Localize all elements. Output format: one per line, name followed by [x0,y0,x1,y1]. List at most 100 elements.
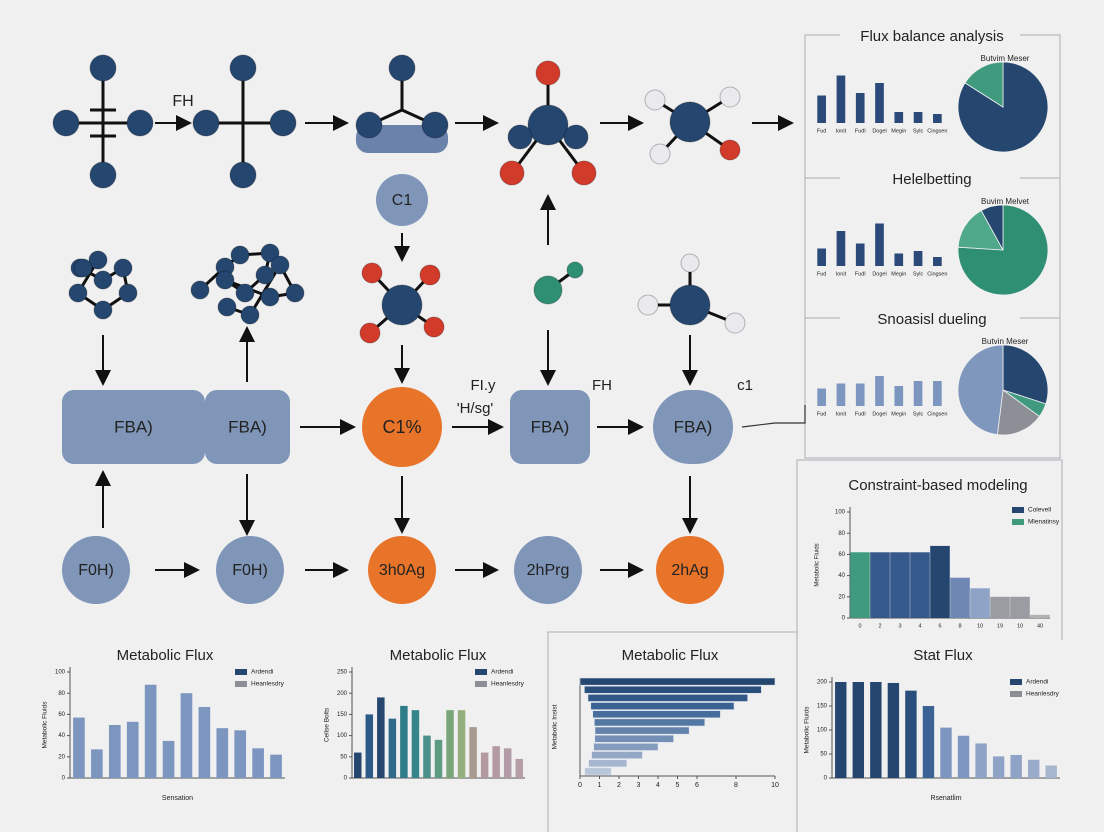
edge-label: 'H/sg' [457,400,494,417]
x-tick-label: 3 [637,782,641,789]
x-tick-label: 40 [1037,623,1043,629]
x-tick-label: 2 [617,782,621,789]
x-tick-label: Dogel [872,128,886,134]
legend-swatch [475,669,487,675]
atom [215,270,235,290]
y-tick-label: 200 [817,680,828,686]
y-tick-label: 250 [337,670,348,676]
x-tick-label: Fud [817,128,826,134]
panel-title: Constraint-based modeling [848,477,1027,494]
atom [571,160,597,186]
atom [229,54,257,82]
panel-title: Helelbetting [892,171,971,188]
atom [381,284,423,326]
x-tick-label: Fudl [855,128,866,134]
atom [217,297,237,317]
y-tick-label: 50 [340,754,347,760]
bar [940,727,952,778]
x-tick-label: Megin [891,271,906,277]
node [205,390,290,464]
bar [503,748,512,778]
bar [1027,759,1040,778]
atom [260,287,280,307]
legend-label: Ardendi [491,669,513,676]
atom [566,261,584,279]
x-tick-label: 8 [958,623,961,629]
x-tick-label: 3 [898,623,901,629]
bar [365,714,374,778]
atom [235,283,255,303]
atom [229,161,257,189]
bar [992,756,1005,778]
legend-label: Butvin Meser [982,337,1029,346]
y-tick-label: 150 [817,704,828,710]
node [368,536,436,604]
atom [355,111,383,139]
x-tick-label: 1 [598,782,602,789]
x-tick-label: 6 [695,782,699,789]
x-tick-label: Sylc [913,271,924,277]
bar [270,754,282,778]
x-tick-label: 10 [977,623,983,629]
edge-label: c1 [737,377,753,394]
bar [875,83,884,123]
bar [584,685,762,694]
x-tick-label: Dogel [872,411,886,417]
node-label: 2hAg [671,562,708,579]
legend-swatch [235,669,247,675]
legend-label: Ardendi [251,669,273,676]
y-axis-label: Metabolic Fluids [815,543,821,586]
bar [434,739,443,778]
bar [515,758,523,778]
x-tick-label: 10 [771,782,779,789]
x-tick-label: Ionit [836,128,847,134]
bar [594,734,674,743]
x-tick-label: Megin [891,411,906,417]
atom [73,258,93,278]
node [510,390,590,464]
bar [894,112,904,123]
y-axis-label: Metabolic Insist [552,704,559,749]
node [653,390,733,464]
bar [835,682,847,778]
bar [400,705,408,778]
label: FH [172,93,193,110]
bar [590,702,735,710]
title-bg [840,170,1020,188]
bar [388,718,397,778]
legend-swatch [1012,519,1024,525]
atom [719,139,741,161]
legend-swatch [235,681,247,687]
node-label: FBA) [674,417,713,436]
x-tick-label: 4 [656,782,660,789]
pie-slice [996,389,1040,436]
bar [855,383,865,406]
bar [593,743,659,751]
bar [1010,596,1030,618]
y-tick-label: 0 [842,616,846,622]
x-tick-label: Cingsen [927,411,947,417]
pie-slice [957,210,1004,251]
bar [594,718,706,727]
edge-label: FH [592,377,612,394]
y-tick-label: 60 [838,552,845,558]
x-tick-label: 4 [918,623,921,629]
bar [836,231,846,266]
pie-slice [980,204,1004,251]
bar [970,588,990,618]
bar [354,752,362,778]
node-label: C1 [392,192,413,209]
node [376,174,428,226]
y-tick-label: 20 [838,594,845,600]
bar [198,706,211,778]
atom [719,86,741,108]
y-tick-label: 50 [820,752,827,758]
bar [584,767,612,776]
arrows [95,115,806,578]
x-tick-label: 2 [878,623,881,629]
y-tick-label: 0 [62,776,66,782]
x-tick-label: Sylc [913,411,924,417]
atom [270,255,290,275]
node-label: FBA) [228,417,267,436]
